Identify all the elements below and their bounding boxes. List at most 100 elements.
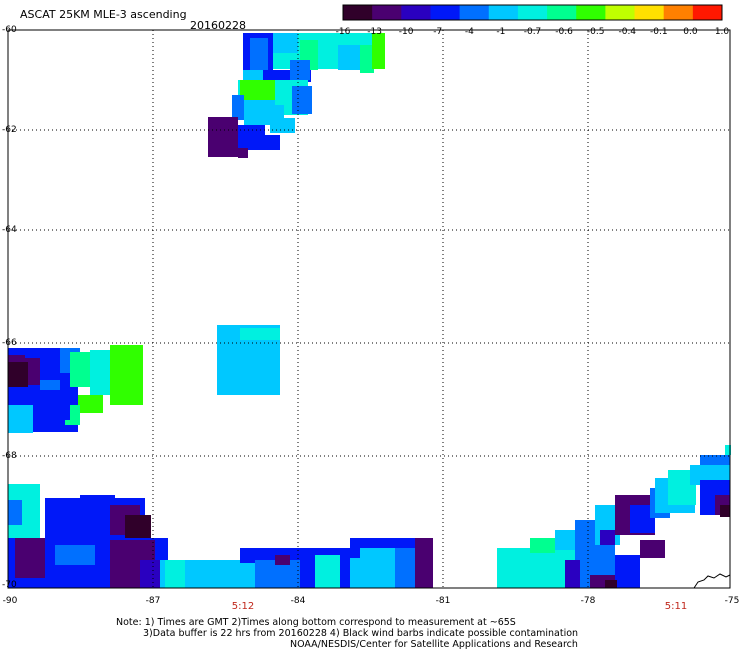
- colorbar-swatch: [547, 5, 577, 20]
- data-cell: [275, 85, 297, 105]
- colorbar-swatch: [372, 5, 402, 20]
- colorbar-swatch: [401, 5, 431, 20]
- colorbar: [342, 4, 723, 21]
- latitude-label: -66: [2, 338, 17, 348]
- colorbar-label: -0.6: [555, 27, 573, 37]
- data-cell: [110, 345, 143, 405]
- colorbar-label: -0.5: [586, 27, 605, 37]
- data-cell: [605, 580, 617, 588]
- colorbar-swatch: [634, 5, 665, 20]
- data-cell: [238, 148, 248, 158]
- note-line-1: Note: 1) Times are GMT 2)Times along bot…: [116, 617, 516, 628]
- longitude-label: -90: [2, 596, 18, 606]
- data-cell: [565, 560, 580, 588]
- data-cell: [217, 335, 232, 385]
- data-cell: [318, 33, 338, 68]
- data-cell: [40, 380, 60, 390]
- data-cell: [165, 560, 185, 588]
- data-cell: [235, 135, 280, 150]
- colorbar-swatch: [517, 5, 548, 20]
- colorbar-label: -0.4: [618, 27, 637, 37]
- latitude-label: -64: [2, 225, 17, 235]
- data-cell: [725, 445, 731, 455]
- colorbar-swatch: [488, 5, 519, 20]
- longitude-label: -87: [145, 596, 161, 606]
- colorbar-label: -0.7: [523, 27, 542, 37]
- colorbar-label: -10: [398, 27, 414, 37]
- colorbar-label: -16: [335, 27, 351, 37]
- coastline: [693, 573, 731, 589]
- data-cell: [338, 45, 363, 70]
- data-cell: [45, 390, 70, 420]
- data-cell: [25, 348, 60, 358]
- data-cell: [292, 86, 312, 114]
- longitude-label: -78: [580, 596, 596, 606]
- latitude-label: -60: [2, 25, 17, 35]
- colorbar-swatch: [663, 5, 694, 20]
- data-cell: [372, 33, 385, 69]
- data-cell: [600, 530, 615, 545]
- map-title: ASCAT 25KM MLE-3 ascending: [20, 8, 187, 21]
- colorbar-swatch: [692, 5, 723, 20]
- data-cell: [360, 548, 395, 588]
- data-cell: [240, 328, 280, 340]
- data-cell: [78, 395, 103, 413]
- map-date: 20160228: [190, 19, 246, 32]
- data-cell: [555, 530, 575, 550]
- map-frame: [7, 29, 731, 589]
- colorbar-frame: [342, 4, 723, 21]
- colorbar-swatch: [430, 5, 461, 20]
- data-cell: [415, 538, 433, 588]
- data-cell: [640, 540, 665, 558]
- data-cell: [270, 118, 295, 133]
- data-cell: [80, 495, 115, 510]
- data-cell: [8, 362, 28, 387]
- data-cell: [273, 33, 298, 53]
- data-cell: [250, 38, 268, 73]
- data-cell: [198, 565, 228, 588]
- data-cell: [290, 60, 310, 80]
- colorbar-label: -1: [496, 27, 506, 37]
- colorbar-label: 1.0: [714, 27, 730, 37]
- colorbar-label: -13: [367, 27, 382, 37]
- data-cell: [140, 560, 160, 588]
- data-cell: [8, 405, 33, 433]
- data-cell: [275, 555, 290, 565]
- colorbar-swatch: [605, 5, 636, 20]
- data-cell: [15, 538, 45, 578]
- latitude-label: -62: [2, 125, 17, 135]
- longitude-label: -84: [290, 596, 306, 606]
- note-line-2: 3)Data buffer is 22 hrs from 20160228 4)…: [143, 628, 579, 639]
- colorbar-label: -4: [464, 27, 474, 37]
- data-cell: [720, 505, 730, 517]
- time-label-right: 5:11: [664, 601, 688, 612]
- grid-lines: [8, 30, 730, 588]
- colorbar-swatch: [459, 5, 490, 20]
- data-cell: [90, 350, 110, 395]
- colorbar-label: -0.1: [650, 27, 668, 37]
- data-cell: [208, 117, 238, 157]
- colorbar-swatch: [343, 5, 373, 20]
- data-cell: [8, 500, 22, 525]
- data-cell: [55, 545, 95, 565]
- data-cell: [240, 80, 275, 102]
- data-cell: [615, 555, 640, 588]
- data-cell: [315, 555, 340, 588]
- data-cell: [125, 515, 151, 540]
- latitude-label: -68: [2, 451, 17, 461]
- colorbar-label: -7: [433, 27, 443, 37]
- colorbar-swatch: [576, 5, 606, 20]
- data-cell: [243, 70, 263, 82]
- data-cell: [530, 538, 555, 553]
- longitude-label: -75: [724, 596, 740, 606]
- colorbar-label: 0.0: [683, 27, 698, 37]
- data-cell: [360, 45, 374, 73]
- data-cell: [232, 95, 244, 120]
- longitude-label: -81: [435, 596, 451, 606]
- data-swaths: [8, 33, 731, 588]
- data-cell: [497, 548, 577, 588]
- latitude-label: -70: [2, 580, 17, 590]
- data-cell: [700, 455, 730, 465]
- time-label-left: 5:12: [231, 601, 255, 612]
